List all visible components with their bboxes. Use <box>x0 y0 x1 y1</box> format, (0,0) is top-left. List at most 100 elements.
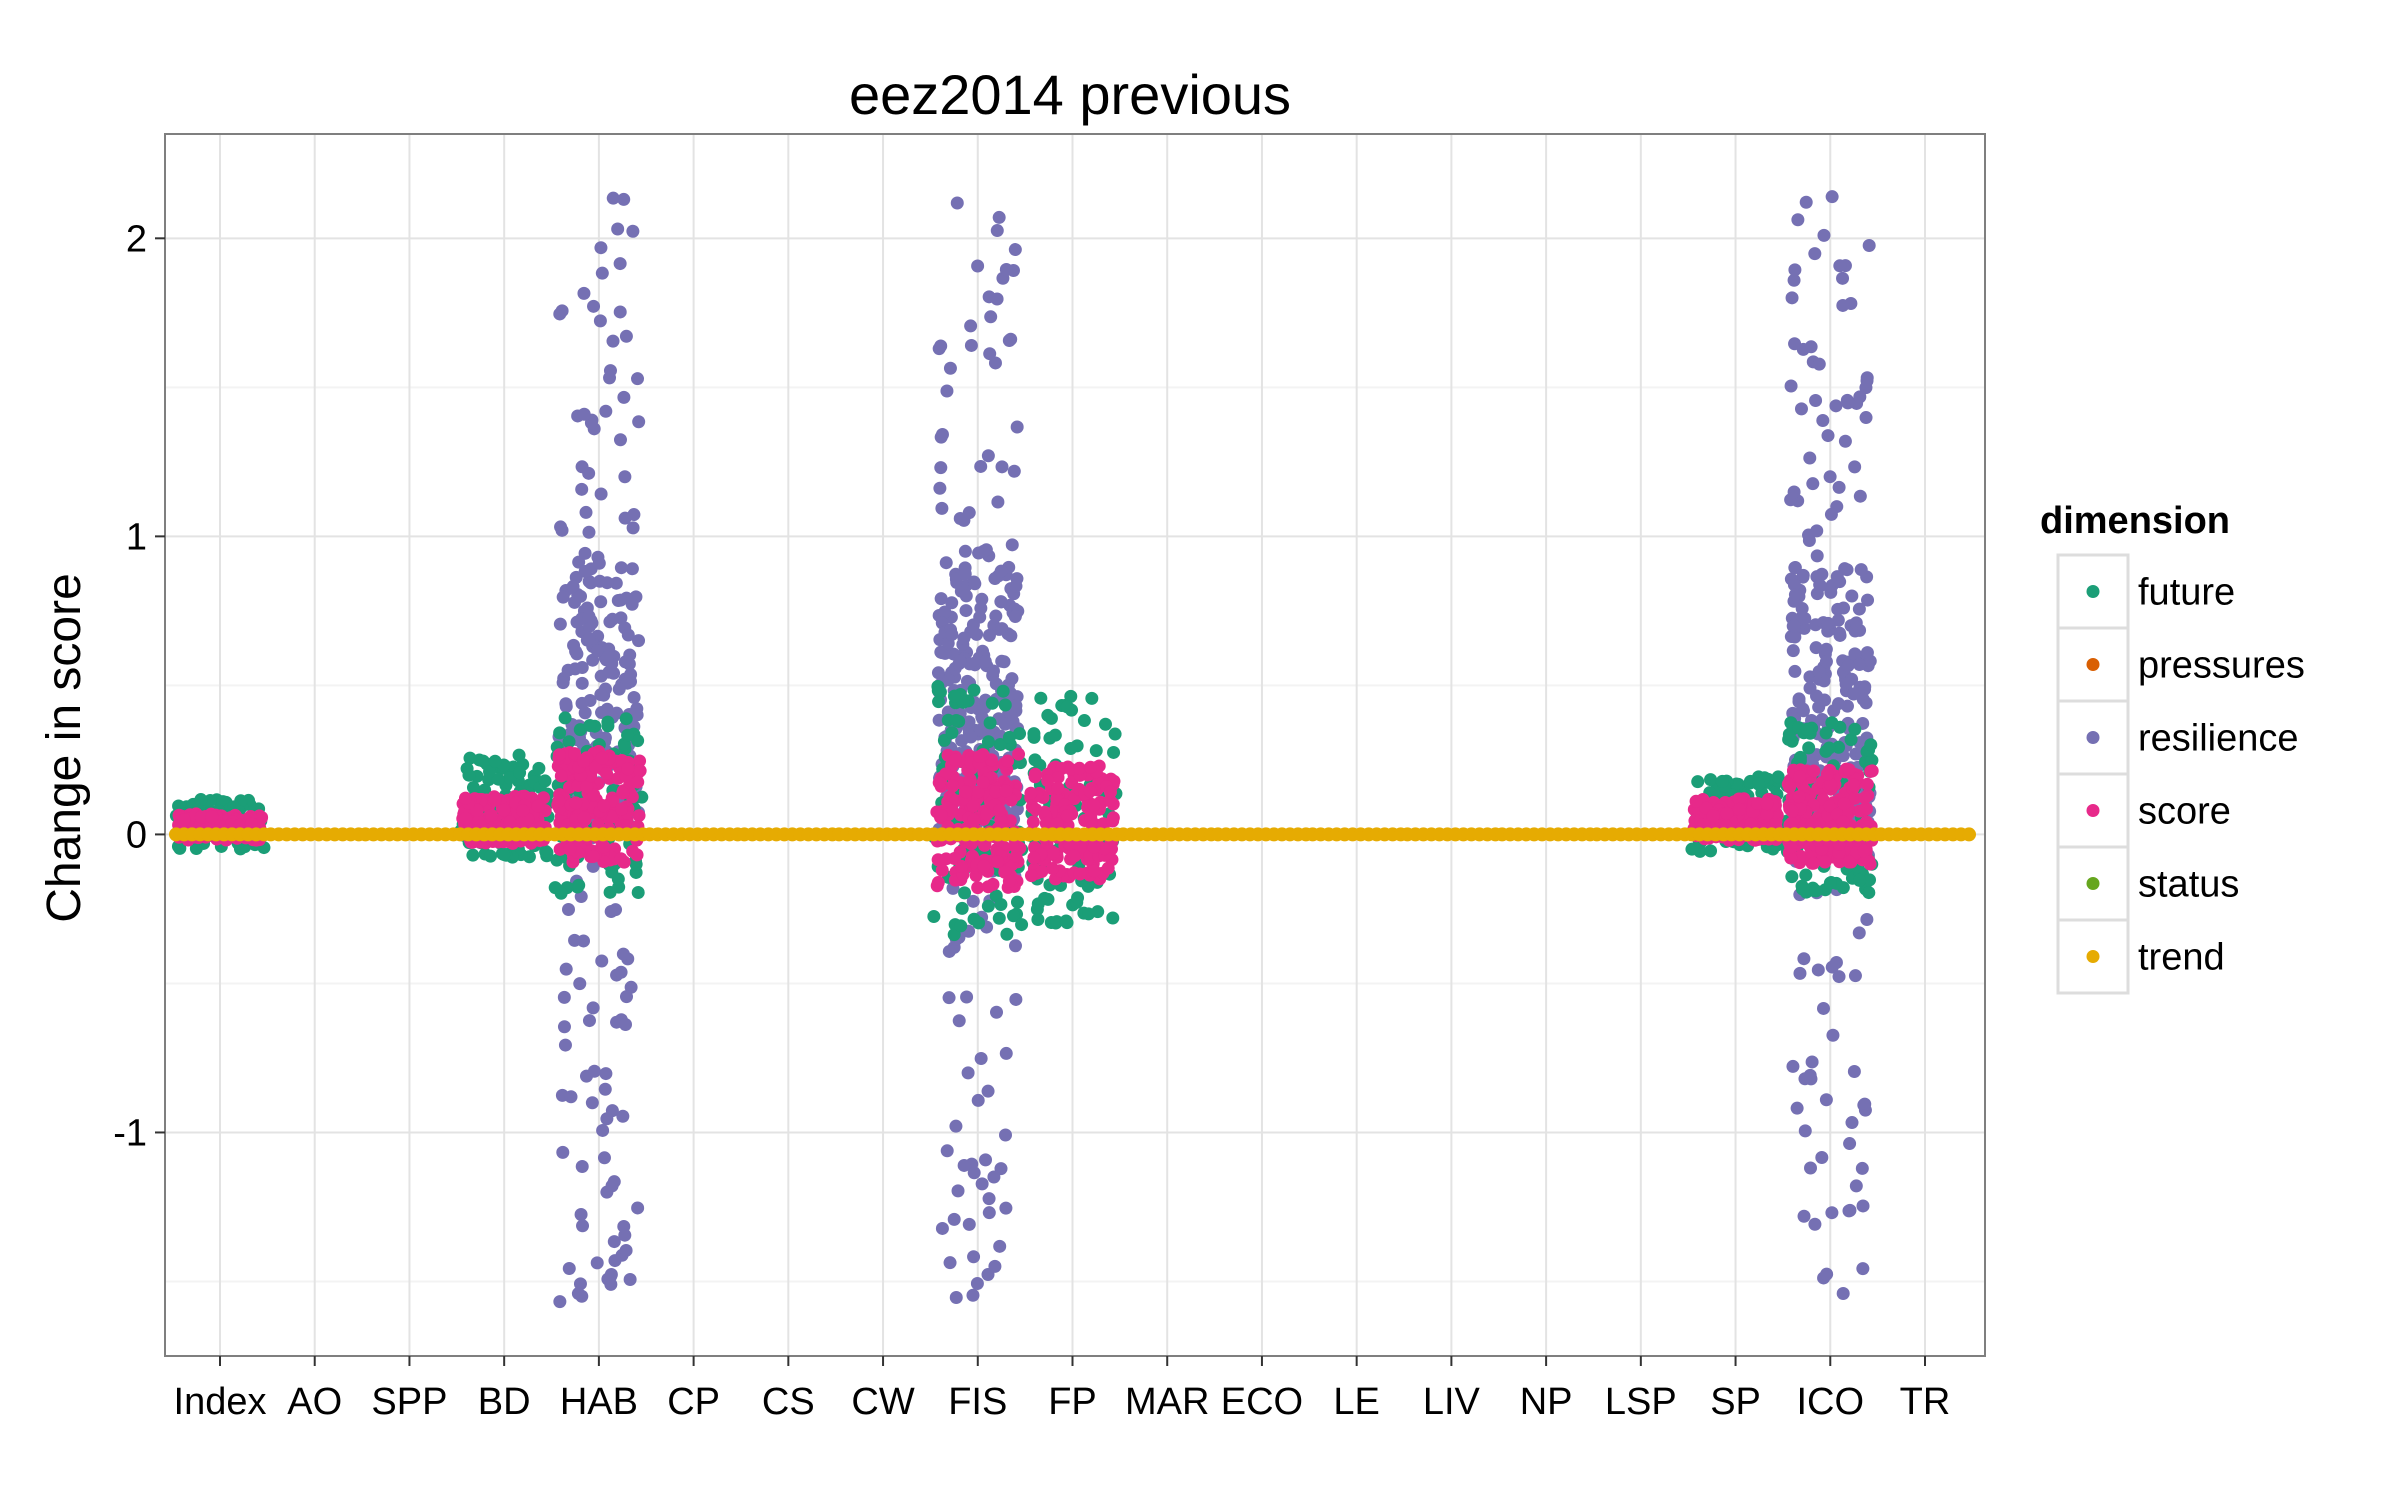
point-score <box>1793 770 1807 784</box>
point-score <box>630 848 644 862</box>
point-resilience <box>1836 271 1850 285</box>
point-resilience <box>582 609 596 623</box>
point-resilience <box>975 1177 989 1191</box>
point-resilience <box>1008 939 1022 953</box>
point-resilience <box>584 416 598 430</box>
point-future <box>1048 728 1062 742</box>
point-score <box>1846 778 1860 792</box>
point-resilience <box>614 593 628 607</box>
point-resilience <box>582 525 596 539</box>
point-score <box>1024 869 1038 883</box>
point-future <box>1823 876 1837 890</box>
point-score <box>980 807 994 821</box>
point-future <box>998 698 1012 712</box>
point-resilience <box>1840 563 1854 577</box>
point-resilience <box>1826 1028 1840 1042</box>
point-score <box>576 754 590 768</box>
point-score <box>1824 778 1838 792</box>
point-score <box>1732 802 1746 816</box>
point-resilience <box>587 1064 601 1078</box>
y-tick-label: 1 <box>126 516 147 558</box>
point-future <box>548 881 562 895</box>
point-future <box>992 911 1006 925</box>
point-future <box>1864 738 1878 752</box>
point-resilience <box>1827 704 1841 718</box>
legend-swatch-score <box>2086 804 2100 817</box>
point-resilience <box>571 1287 585 1301</box>
point-resilience <box>1852 926 1866 940</box>
point-resilience <box>1007 464 1021 478</box>
point-resilience <box>990 292 1004 306</box>
point-resilience <box>949 1290 963 1304</box>
point-resilience <box>1839 677 1853 691</box>
point-resilience <box>999 1128 1013 1142</box>
point-future <box>967 683 981 697</box>
point-future <box>512 748 526 762</box>
point-resilience <box>1804 1161 1818 1175</box>
point-resilience <box>935 1221 949 1235</box>
point-resilience <box>1799 195 1813 209</box>
point-resilience <box>619 1243 633 1257</box>
point-future <box>203 793 217 807</box>
point-future <box>993 737 1007 751</box>
point-future <box>981 735 995 749</box>
point-score <box>973 750 987 764</box>
point-score <box>459 812 473 826</box>
point-resilience <box>1847 1064 1861 1078</box>
point-resilience <box>953 654 967 668</box>
point-future <box>611 872 625 886</box>
point-score <box>1818 855 1832 869</box>
point-future <box>1799 868 1813 882</box>
point-score <box>1106 814 1120 828</box>
point-score <box>614 852 628 866</box>
point-resilience <box>619 329 633 343</box>
point-score <box>563 842 577 856</box>
point-future <box>513 766 527 780</box>
point-score <box>516 804 530 818</box>
point-future <box>1793 750 1807 764</box>
point-score <box>981 880 995 894</box>
point-resilience <box>981 449 995 463</box>
point-resilience <box>596 1123 610 1137</box>
point-resilience <box>555 304 569 318</box>
point-resilience <box>594 669 608 683</box>
point-resilience <box>1838 434 1852 448</box>
point-resilience <box>934 339 948 353</box>
point-future <box>491 772 505 786</box>
point-resilience <box>943 1256 957 1270</box>
point-resilience <box>1793 966 1807 980</box>
x-tick-label: TR <box>1900 1381 1951 1423</box>
point-resilience <box>632 415 646 429</box>
point-future <box>503 771 517 785</box>
point-resilience <box>597 1151 611 1165</box>
point-resilience <box>627 508 641 522</box>
point-resilience <box>964 338 978 352</box>
point-resilience <box>978 654 992 668</box>
point-resilience <box>613 257 627 271</box>
point-resilience <box>623 1272 637 1286</box>
point-resilience <box>1823 470 1837 484</box>
point-resilience <box>553 617 567 631</box>
point-score <box>1706 809 1720 823</box>
point-score <box>597 799 611 813</box>
point-future <box>562 735 576 749</box>
point-score <box>1751 796 1765 810</box>
point-resilience <box>556 1145 570 1159</box>
point-resilience <box>631 372 645 386</box>
point-score <box>488 792 502 806</box>
point-resilience <box>1787 273 1801 287</box>
point-resilience <box>1787 619 1801 633</box>
point-resilience <box>599 1067 613 1081</box>
point-score <box>552 748 566 762</box>
point-score <box>1836 815 1850 829</box>
point-future <box>945 726 959 740</box>
point-resilience <box>1821 429 1835 443</box>
point-future <box>538 774 552 788</box>
point-resilience <box>575 482 589 496</box>
point-future <box>631 734 645 748</box>
point-resilience <box>575 1159 589 1173</box>
point-resilience <box>1790 1101 1804 1115</box>
point-future <box>497 847 511 861</box>
point-resilience <box>617 390 631 404</box>
